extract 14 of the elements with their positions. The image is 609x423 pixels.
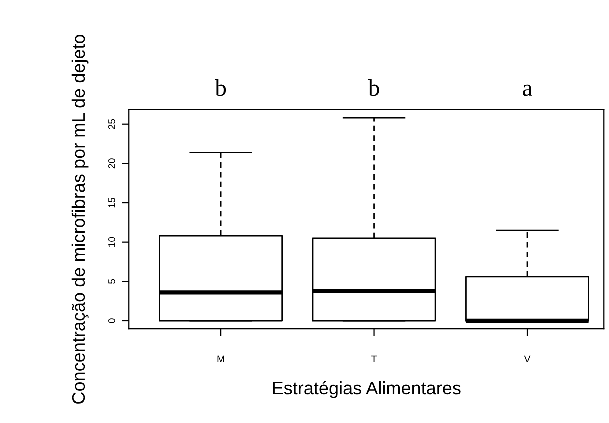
x-axis-title: Estratégias Alimentares — [273, 381, 461, 398]
y-axis-title: Concentração de microfibras por mL de dejeto — [72, 34, 89, 404]
y-tick-label: 10 — [108, 237, 116, 248]
y-tick-label: 20 — [108, 158, 116, 169]
y-tick-label: 25 — [108, 119, 116, 130]
x-tick-label: V — [524, 356, 531, 363]
x-tick-label: T — [372, 356, 378, 363]
y-tick-label: 0 — [108, 318, 116, 324]
text: b — [368, 80, 380, 96]
text: a — [523, 84, 532, 96]
y-tick-label: 5 — [108, 279, 116, 284]
x-tick-label: M — [218, 356, 224, 363]
text: b — [215, 80, 226, 96]
y-tick-label: 15 — [108, 198, 116, 208]
